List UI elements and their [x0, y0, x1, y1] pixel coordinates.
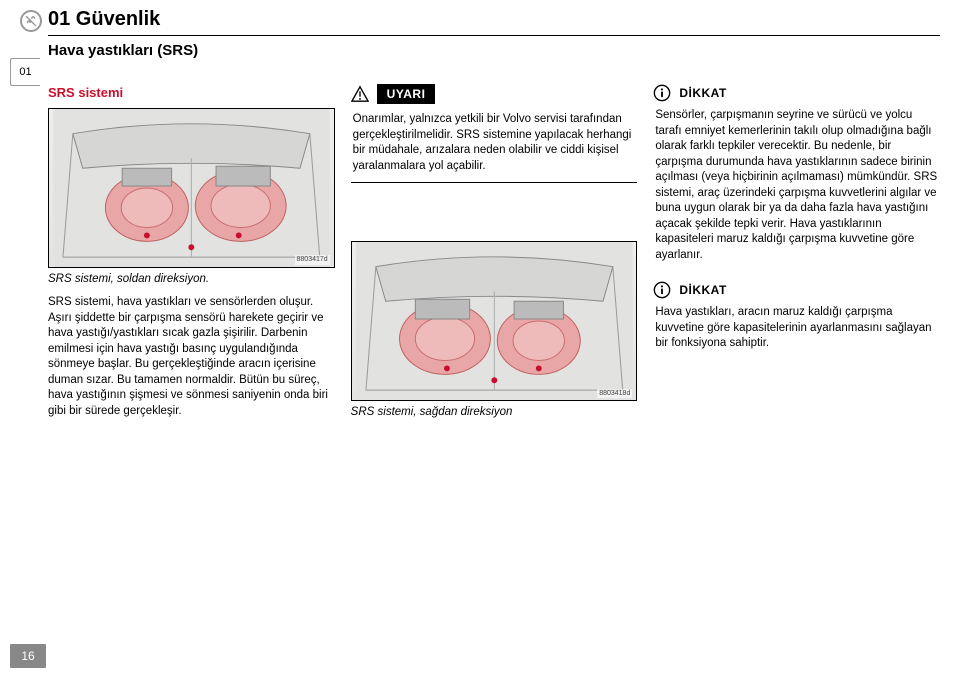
note-callout-1: DİKKAT Sensörler, çarpışmanın seyrine ve… — [653, 84, 940, 271]
figure-srs-left: 8803417d — [48, 108, 335, 268]
page-header: 01 Güvenlik Hava yastıkları (SRS) — [48, 8, 940, 59]
seatbelt-icon — [20, 10, 42, 32]
page: 01 Güvenlik Hava yastıkları (SRS) 01 SRS… — [0, 0, 960, 678]
figure-id: 8803417d — [295, 255, 330, 264]
figure-caption: SRS sistemi, sağdan direksiyon — [351, 405, 638, 421]
info-icon — [653, 281, 671, 299]
note-callout-2: DİKKAT Hava yastıkları, aracın maruz kal… — [653, 281, 940, 360]
chapter-title: 01 Güvenlik — [48, 8, 940, 31]
note-body: Hava yastıkları, aracın maruz kaldığı ça… — [653, 303, 940, 360]
warning-label: UYARI — [377, 84, 436, 104]
header-rule — [48, 35, 940, 36]
warning-head: UYARI — [351, 84, 638, 104]
warning-icon — [351, 85, 369, 103]
warning-body: Onarımlar, yalnızca yetkili bir Volvo se… — [351, 108, 638, 183]
note-head: DİKKAT — [653, 84, 940, 102]
body-paragraph: SRS sistemi, hava yastıkları ve sensörle… — [48, 295, 335, 419]
note-label: DİKKAT — [679, 85, 726, 101]
figure-id: 8803418d — [597, 389, 632, 398]
column-2: UYARI Onarımlar, yalnızca yetkili bir Vo… — [351, 84, 638, 429]
column-1: SRS sistemi 8803417d — [48, 84, 335, 429]
column-3: DİKKAT Sensörler, çarpışmanın seyrine ve… — [653, 84, 940, 429]
note-body: Sensörler, çarpışmanın seyrine ve sürücü… — [653, 106, 940, 271]
figure-srs-right: 8803418d — [351, 241, 638, 401]
warning-callout: UYARI Onarımlar, yalnızca yetkili bir Vo… — [351, 84, 638, 183]
info-icon — [653, 84, 671, 102]
subsection-heading: SRS sistemi — [48, 84, 335, 102]
figure-caption: SRS sistemi, soldan direksiyon. — [48, 272, 335, 288]
note-head: DİKKAT — [653, 281, 940, 299]
page-number: 16 — [10, 644, 46, 668]
note-label: DİKKAT — [679, 282, 726, 298]
chapter-side-tab: 01 — [10, 58, 40, 86]
content-columns: SRS sistemi 8803417d — [48, 84, 940, 429]
section-title: Hava yastıkları (SRS) — [48, 42, 940, 59]
